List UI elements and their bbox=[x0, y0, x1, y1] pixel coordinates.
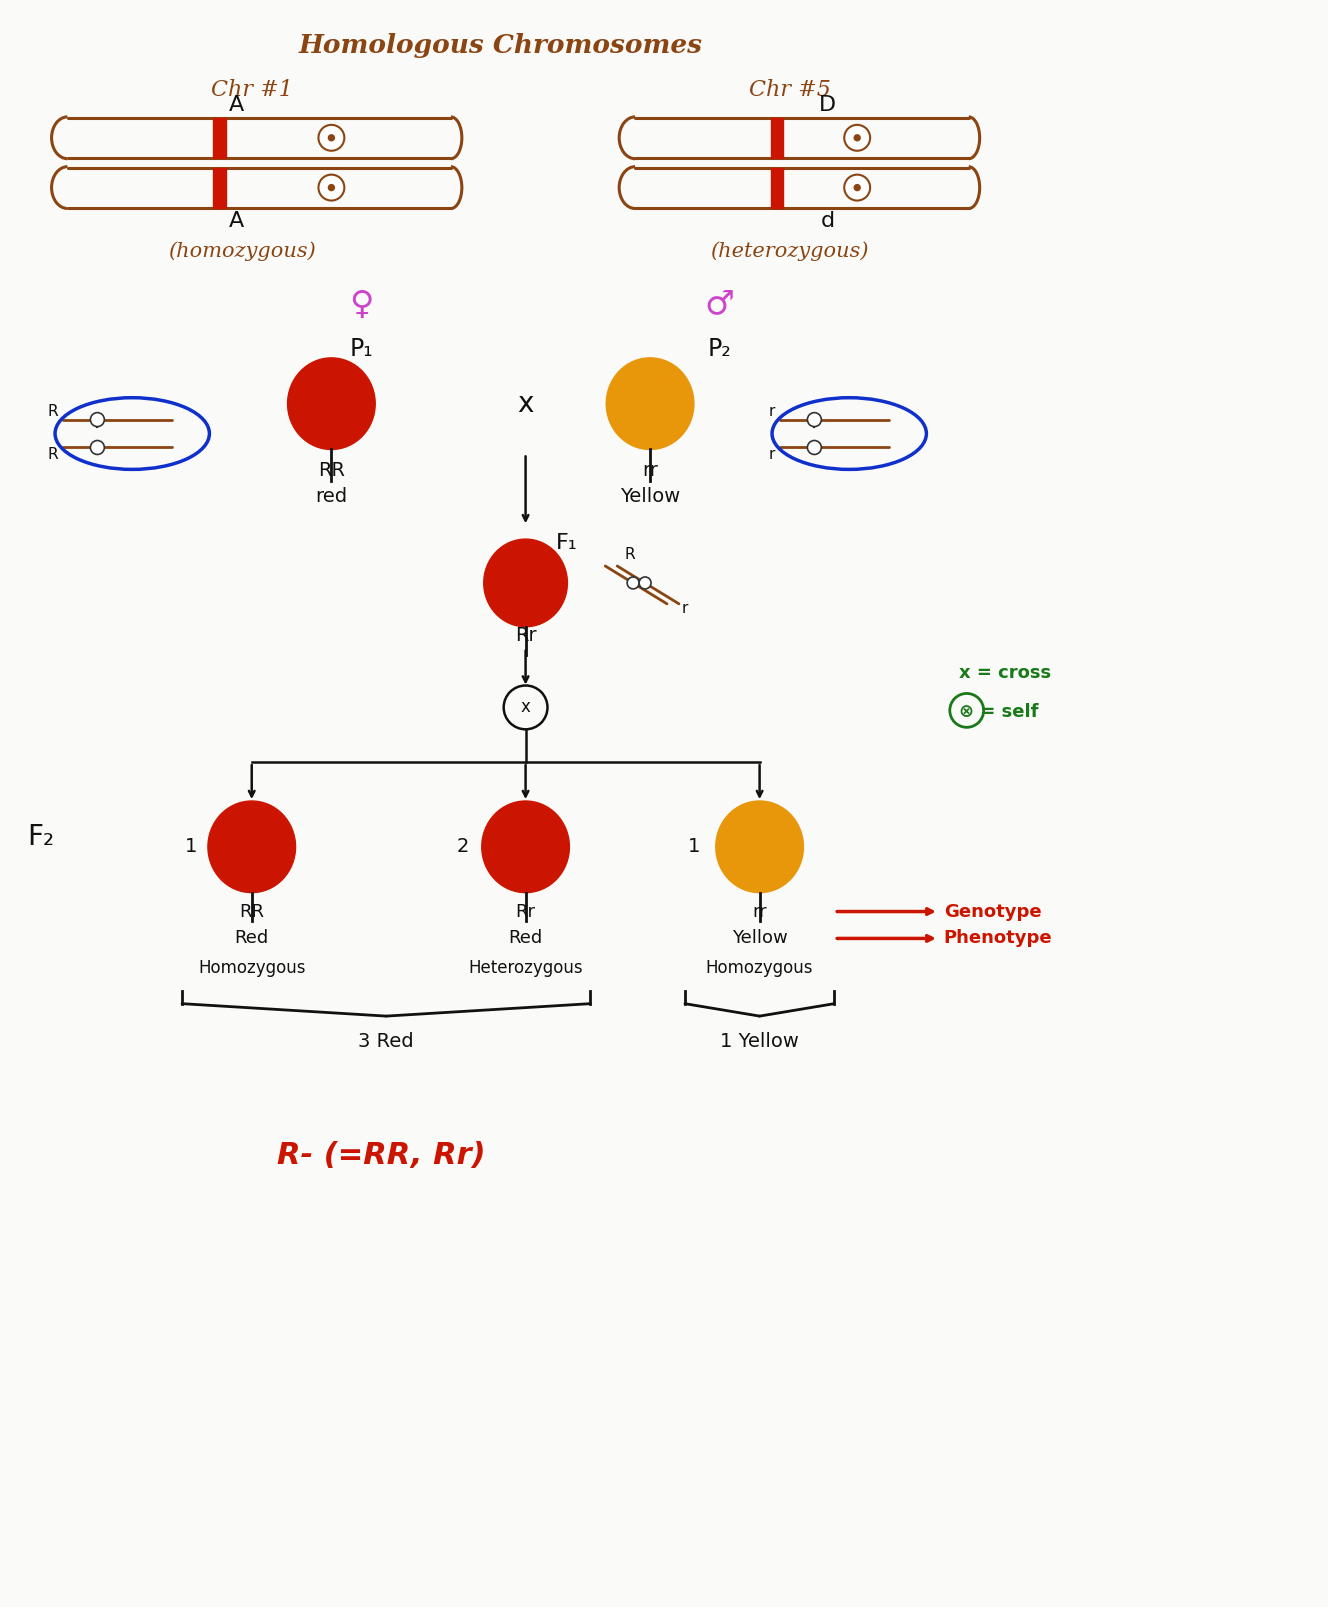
Text: F₂: F₂ bbox=[28, 823, 54, 850]
Text: rr: rr bbox=[752, 903, 766, 921]
Text: RR: RR bbox=[239, 903, 264, 921]
Ellipse shape bbox=[483, 538, 567, 627]
Circle shape bbox=[807, 440, 821, 455]
Circle shape bbox=[639, 577, 651, 588]
Text: r: r bbox=[769, 403, 774, 419]
Text: A: A bbox=[230, 212, 244, 231]
Text: Rr: Rr bbox=[515, 903, 535, 921]
Text: Red: Red bbox=[235, 929, 268, 948]
Text: 1: 1 bbox=[688, 837, 700, 857]
Text: Genotype: Genotype bbox=[944, 903, 1041, 921]
Circle shape bbox=[807, 413, 821, 426]
Text: Rr: Rr bbox=[515, 627, 537, 644]
Text: Homologous Chromosomes: Homologous Chromosomes bbox=[299, 32, 703, 58]
Text: Phenotype: Phenotype bbox=[944, 929, 1053, 948]
Text: R: R bbox=[48, 447, 58, 461]
Circle shape bbox=[845, 125, 870, 151]
Text: 3 Red: 3 Red bbox=[359, 1032, 414, 1051]
Circle shape bbox=[854, 185, 861, 191]
Text: Homozygous: Homozygous bbox=[198, 959, 305, 977]
Circle shape bbox=[627, 577, 639, 588]
Circle shape bbox=[90, 440, 105, 455]
Text: x: x bbox=[521, 699, 530, 717]
Circle shape bbox=[845, 175, 870, 201]
Text: x: x bbox=[518, 389, 534, 418]
Text: ⊗ = self: ⊗ = self bbox=[959, 704, 1038, 722]
Circle shape bbox=[328, 185, 335, 191]
Circle shape bbox=[328, 135, 335, 141]
Ellipse shape bbox=[607, 358, 693, 450]
Text: r: r bbox=[681, 601, 688, 617]
Text: P₂: P₂ bbox=[708, 337, 732, 362]
Text: Red: Red bbox=[509, 929, 543, 948]
Text: Yellow: Yellow bbox=[620, 487, 680, 506]
Text: Homozygous: Homozygous bbox=[706, 959, 813, 977]
Bar bbox=[214, 117, 226, 157]
Text: ♀: ♀ bbox=[349, 288, 373, 321]
Text: F₁: F₁ bbox=[555, 534, 578, 553]
Text: Heterozygous: Heterozygous bbox=[469, 959, 583, 977]
Text: R- (=RR, Rr): R- (=RR, Rr) bbox=[276, 1141, 486, 1170]
Text: rr: rr bbox=[643, 461, 657, 480]
Text: (homozygous): (homozygous) bbox=[167, 241, 316, 262]
Text: A: A bbox=[230, 95, 244, 116]
Bar bbox=[214, 167, 226, 207]
Ellipse shape bbox=[716, 800, 803, 892]
Ellipse shape bbox=[288, 358, 376, 450]
Bar bbox=[770, 167, 784, 207]
Text: Chr #5: Chr #5 bbox=[749, 79, 830, 101]
Circle shape bbox=[319, 175, 344, 201]
Text: R: R bbox=[625, 546, 636, 561]
Ellipse shape bbox=[208, 800, 296, 892]
Bar bbox=[770, 117, 784, 157]
Text: RR: RR bbox=[317, 461, 345, 480]
Ellipse shape bbox=[482, 800, 570, 892]
Text: r: r bbox=[769, 447, 774, 461]
Circle shape bbox=[854, 135, 861, 141]
Text: D: D bbox=[819, 95, 835, 116]
Circle shape bbox=[90, 413, 105, 426]
Text: 1 Yellow: 1 Yellow bbox=[720, 1032, 799, 1051]
Circle shape bbox=[319, 125, 344, 151]
Text: P₁: P₁ bbox=[349, 337, 373, 362]
Text: 2: 2 bbox=[457, 837, 469, 857]
Text: 1: 1 bbox=[185, 837, 197, 857]
Text: x = cross: x = cross bbox=[959, 664, 1050, 681]
Text: ♂: ♂ bbox=[705, 288, 734, 321]
Text: Chr #1: Chr #1 bbox=[211, 79, 292, 101]
Text: (heterozygous): (heterozygous) bbox=[710, 241, 869, 262]
Text: Yellow: Yellow bbox=[732, 929, 788, 948]
Text: d: d bbox=[821, 212, 834, 231]
Text: red: red bbox=[315, 487, 348, 506]
Text: R: R bbox=[48, 403, 58, 419]
